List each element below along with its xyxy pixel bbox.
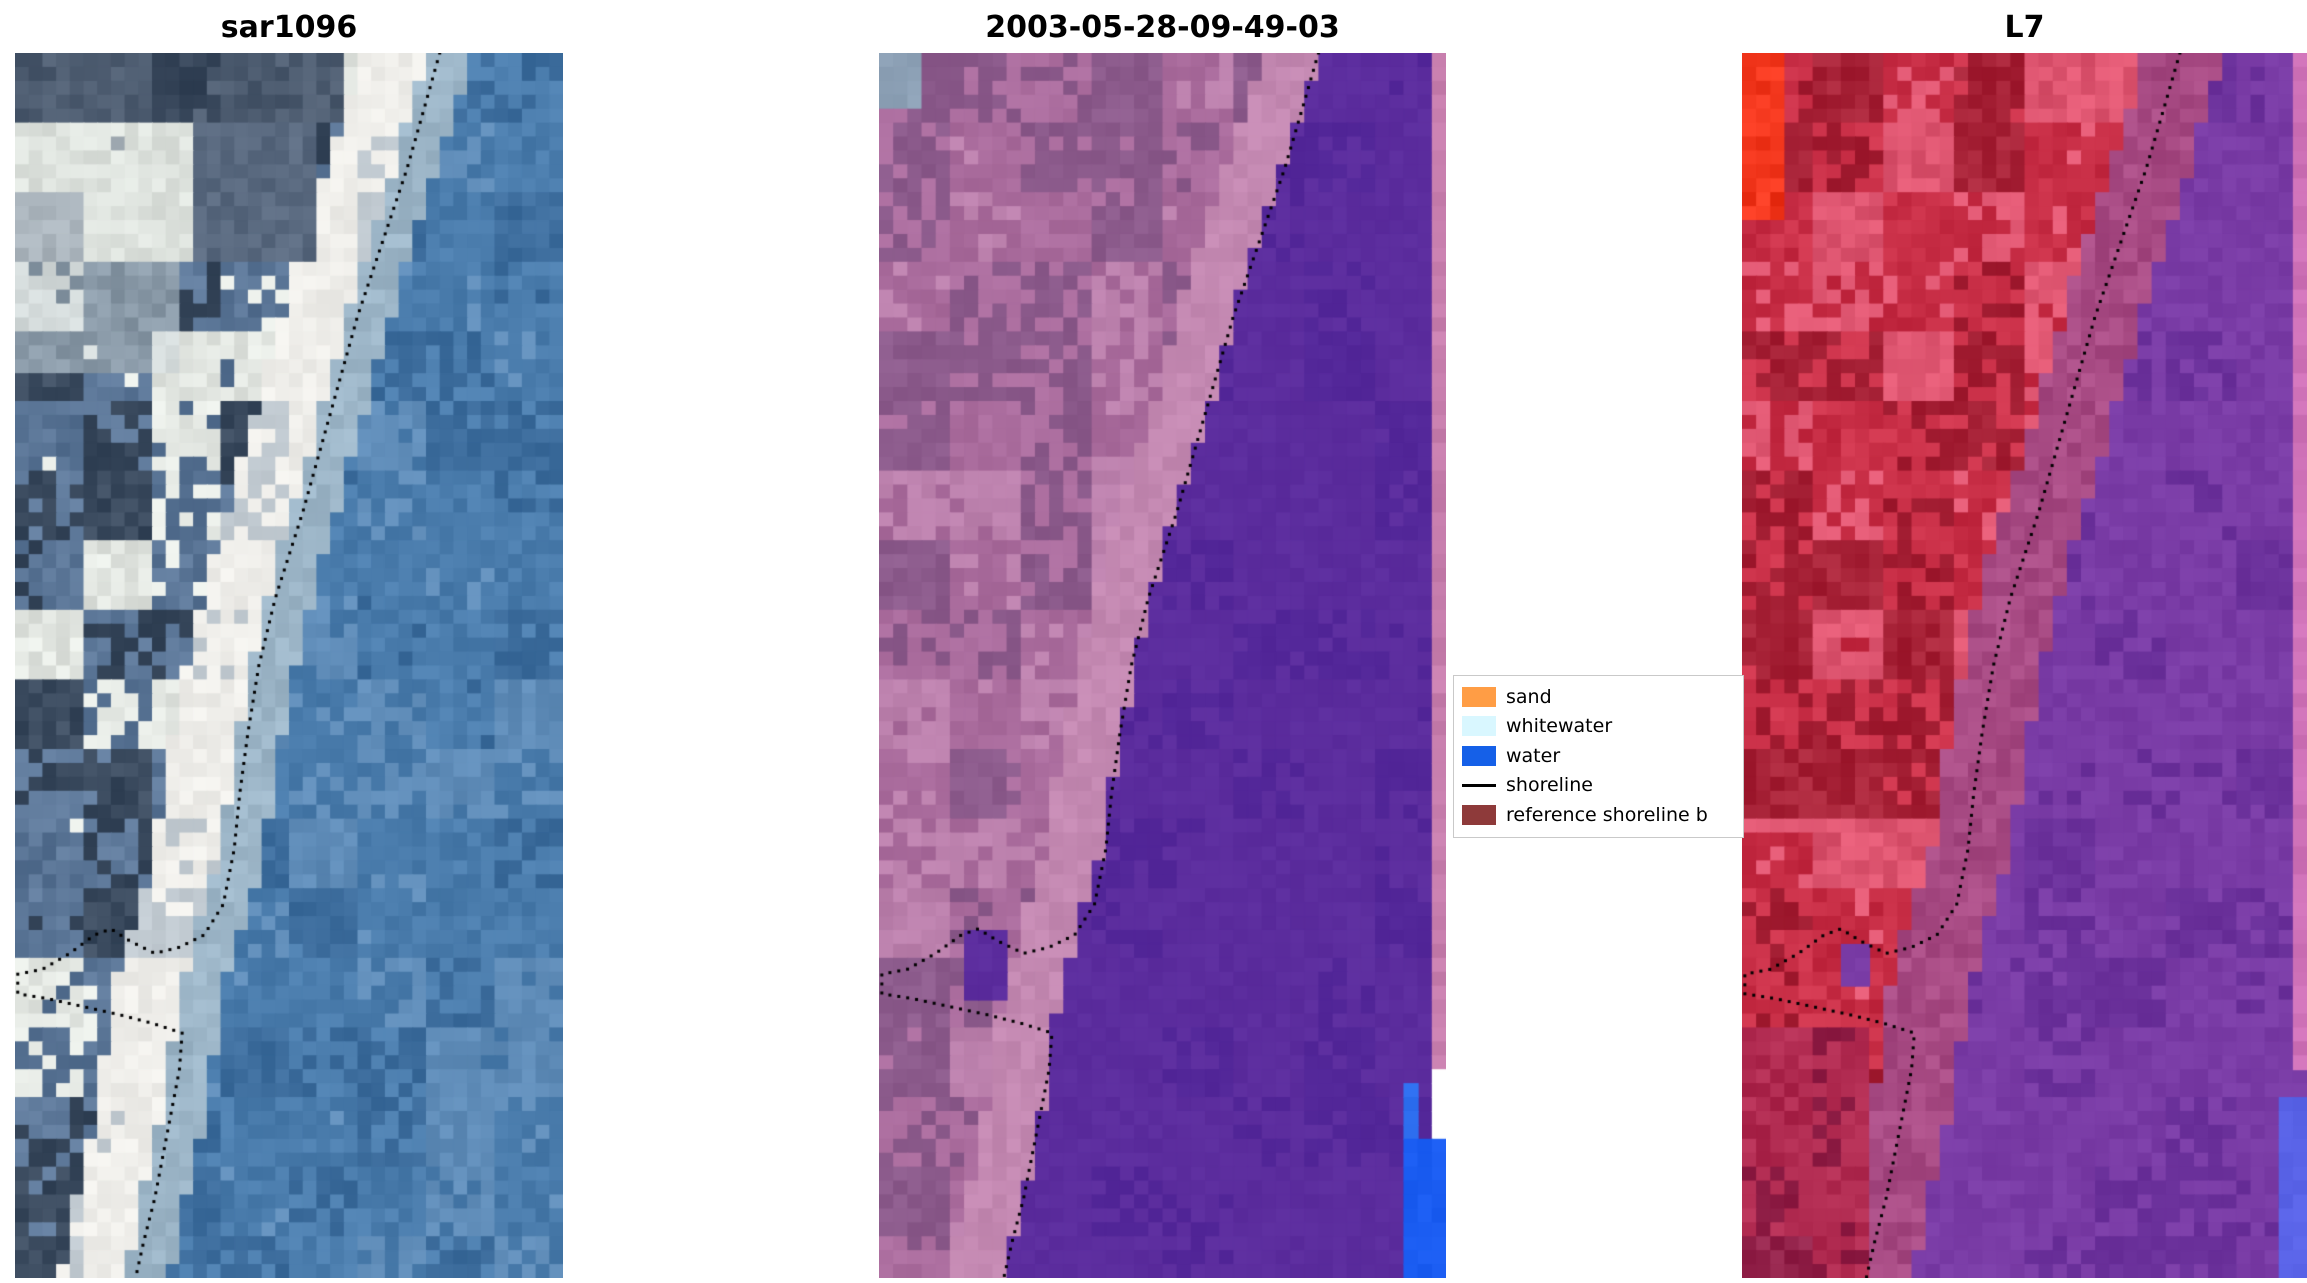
legend-label-sand: sand bbox=[1506, 685, 1552, 708]
classified-image-canvas bbox=[879, 53, 1446, 1278]
legend-item-shoreline: shoreline bbox=[1462, 771, 1735, 801]
legend-label-whitewater: whitewater bbox=[1506, 715, 1613, 738]
panel-classified-image bbox=[879, 53, 1446, 1278]
panel-title-date: 2003-05-28-09-49-03 bbox=[985, 10, 1340, 45]
water-swatch-icon bbox=[1462, 745, 1496, 766]
reference-shoreline-swatch-icon bbox=[1462, 804, 1496, 825]
panel-title-l7: L7 bbox=[2004, 10, 2045, 45]
legend-item-reference-shoreline: reference shoreline b bbox=[1462, 800, 1735, 830]
sar-satellite-image-canvas bbox=[15, 53, 563, 1278]
l7-satellite-image-canvas bbox=[1742, 53, 2307, 1278]
legend-item-sand: sand bbox=[1462, 682, 1735, 712]
sand-swatch-icon bbox=[1462, 686, 1496, 707]
legend: sand whitewater water shoreline referenc… bbox=[1453, 675, 1744, 838]
legend-label-reference-shoreline: reference shoreline b bbox=[1506, 803, 1708, 826]
panel-sar-image bbox=[15, 53, 563, 1278]
legend-item-whitewater: whitewater bbox=[1462, 712, 1735, 742]
legend-item-water: water bbox=[1462, 741, 1735, 771]
whitewater-swatch-icon bbox=[1462, 716, 1496, 737]
panel-title-sar: sar1096 bbox=[220, 10, 358, 45]
legend-label-water: water bbox=[1506, 744, 1561, 767]
panel-l7-image bbox=[1742, 53, 2307, 1278]
shoreline-line-icon bbox=[1462, 775, 1496, 795]
legend-label-shoreline: shoreline bbox=[1506, 774, 1593, 797]
